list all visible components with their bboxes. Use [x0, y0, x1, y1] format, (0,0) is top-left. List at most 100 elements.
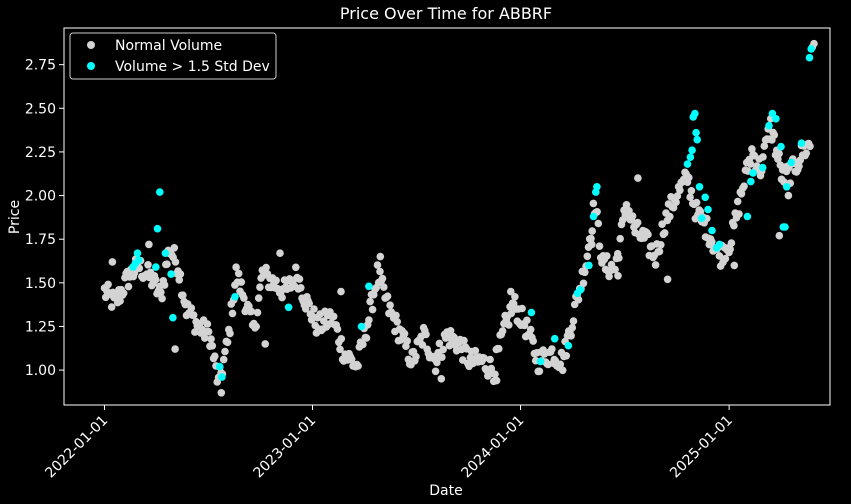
y-tick-label: 2.75 [25, 58, 56, 74]
data-point-normal [727, 239, 736, 247]
data-point-normal [376, 252, 385, 261]
data-point-high-volume [231, 293, 239, 301]
data-point-normal [735, 210, 743, 218]
data-point-high-volume [743, 212, 752, 221]
data-point-normal [104, 280, 112, 289]
data-point-normal [651, 261, 660, 269]
data-point-normal [201, 334, 209, 342]
data-point-normal [400, 329, 409, 338]
data-point-normal [655, 247, 664, 256]
data-point-normal [292, 263, 300, 272]
data-point-high-volume [134, 256, 143, 264]
data-point-normal [295, 275, 304, 283]
data-point-normal [708, 238, 716, 246]
data-point-normal [431, 367, 440, 376]
data-point-high-volume [589, 212, 598, 221]
data-point-normal [378, 274, 387, 283]
data-point-normal [802, 149, 811, 157]
data-point-normal [337, 287, 345, 296]
data-point-normal [433, 358, 441, 367]
data-point-normal [663, 275, 672, 284]
data-point-high-volume [576, 286, 585, 294]
data-point-normal [589, 199, 598, 208]
data-point-normal [435, 339, 444, 348]
data-point-normal [675, 183, 683, 191]
data-point-normal [523, 316, 531, 325]
data-point-normal [588, 227, 596, 235]
data-point-normal [261, 340, 270, 348]
data-point-high-volume [765, 121, 773, 130]
data-point-normal [657, 241, 665, 249]
data-point-high-volume [797, 139, 806, 147]
y-tick-label: 1.75 [25, 232, 56, 248]
data-point-high-volume [133, 249, 142, 257]
data-point-normal [574, 295, 583, 304]
data-point-normal [144, 261, 152, 269]
data-point-normal [746, 160, 755, 168]
data-point-normal [562, 352, 571, 360]
data-point-normal [276, 249, 284, 257]
data-point-high-volume [536, 357, 545, 366]
data-point-normal [160, 281, 169, 289]
data-point-normal [715, 252, 724, 260]
data-point-normal [412, 352, 420, 361]
data-point-high-volume [167, 270, 175, 278]
data-point-high-volume [701, 193, 709, 202]
data-point-high-volume [585, 261, 593, 270]
data-point-normal [393, 318, 402, 326]
data-point-normal [107, 303, 116, 311]
data-point-normal [191, 328, 199, 336]
data-point-normal [368, 305, 377, 314]
data-point-high-volume [215, 362, 224, 371]
data-point-normal [775, 149, 783, 158]
data-point-normal [359, 340, 367, 349]
data-point-high-volume [161, 249, 170, 257]
data-point-normal [347, 355, 356, 364]
legend-marker-high [87, 62, 95, 70]
y-tick-label: 2.25 [25, 145, 56, 161]
data-point-normal [628, 212, 637, 220]
data-point-normal [247, 307, 256, 316]
data-point-normal [297, 284, 305, 292]
data-point-normal [692, 198, 701, 207]
data-point-normal [272, 276, 280, 285]
series-high-volume [129, 45, 815, 381]
data-point-normal [219, 355, 228, 364]
data-point-normal [726, 245, 734, 253]
data-point-normal [730, 221, 738, 230]
data-point-high-volume [758, 163, 767, 172]
data-point-normal [203, 320, 212, 328]
data-point-normal [157, 288, 165, 297]
legend-box [69, 32, 277, 80]
data-point-normal [262, 263, 270, 272]
data-point-high-volume [153, 224, 162, 233]
data-point-normal [176, 270, 185, 278]
data-point-normal [581, 268, 589, 277]
data-point-normal [784, 191, 793, 200]
data-point-normal [721, 254, 730, 263]
data-point-normal [151, 275, 160, 284]
data-point-normal [380, 283, 388, 291]
data-point-high-volume [692, 128, 700, 137]
data-point-normal [108, 258, 117, 266]
data-point-normal [119, 289, 128, 298]
data-point-normal [211, 352, 219, 361]
y-tick-label: 2.00 [25, 189, 56, 205]
data-point-normal [558, 366, 567, 375]
data-point-normal [333, 325, 342, 333]
data-point-high-volume [218, 373, 226, 381]
data-point-normal [170, 244, 179, 252]
data-point-normal [130, 269, 139, 277]
data-point-normal [498, 327, 507, 335]
data-point-normal [495, 344, 503, 353]
data-point-normal [556, 360, 565, 369]
data-point-normal [616, 234, 624, 243]
data-point-normal [614, 272, 622, 280]
x-axis-label: Date [429, 483, 462, 499]
data-point-normal [588, 240, 596, 249]
data-point-normal [569, 317, 578, 325]
data-point-normal [438, 353, 446, 362]
data-point-normal [686, 193, 694, 201]
data-point-normal [179, 291, 187, 300]
